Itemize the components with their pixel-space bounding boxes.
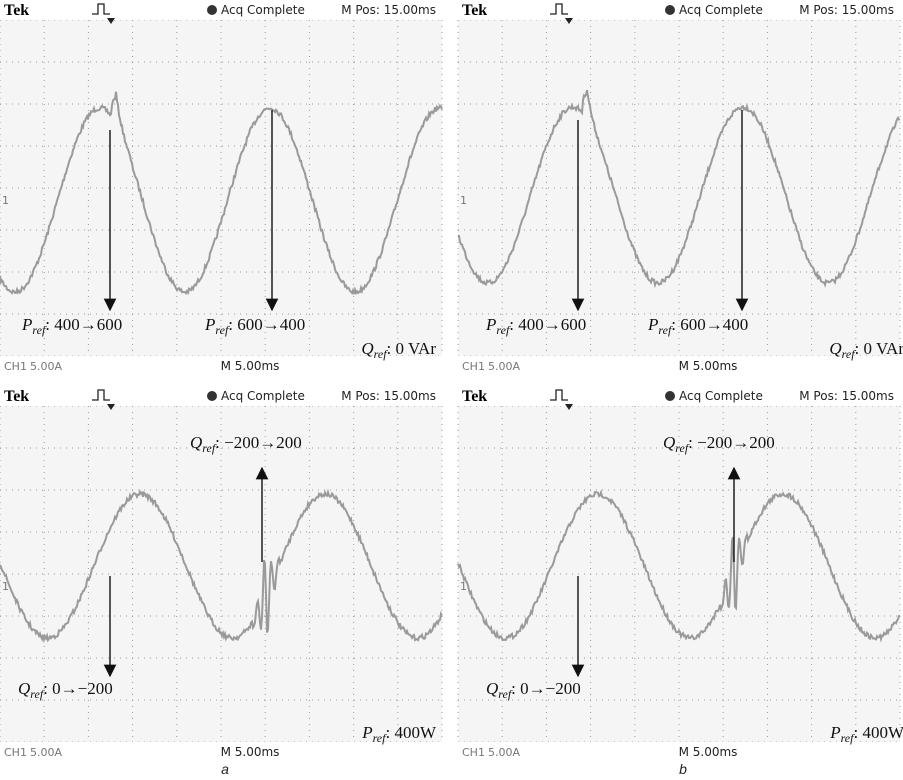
symbol: Q [663,433,675,452]
scale: 5.00A [488,360,520,373]
annotation-text: : 400W [853,723,903,742]
annotation-text: : 400→600 [45,315,122,334]
annotation-text: : −200→200 [215,433,302,452]
symbol: P [204,315,215,334]
symbol: Q [486,679,498,698]
annotation-text: : 0→−200 [511,679,581,698]
channel-marker: 1 [460,194,467,207]
channel-marker: 1 [460,580,467,593]
brand: Tek [4,388,29,405]
channel: CH1 [4,746,27,759]
channel-marker: 1 [2,580,9,593]
status-dot [665,5,675,15]
symbol: P [361,723,372,742]
figure: a b TekAcq CompleteM Pos: 15.00ms1CH15.0… [0,0,903,780]
timebase: M 5.00ms [221,359,280,373]
symbol: P [829,723,840,742]
scale: 5.00A [30,360,62,373]
position: M Pos: 15.00ms [799,3,894,17]
status: Acq Complete [221,389,305,403]
channel: CH1 [462,746,485,759]
status: Acq Complete [679,389,763,403]
channel: CH1 [462,360,485,373]
symbol: Q [361,339,373,358]
annotation-text: : −200→200 [688,433,775,452]
timebase: M 5.00ms [221,745,280,759]
annotation: Pref: 400W [361,723,437,745]
status-dot [207,5,217,15]
timebase: M 5.00ms [679,359,738,373]
annotation-text: : 400→600 [509,315,586,334]
status-dot [665,391,675,401]
symbol: P [647,315,658,334]
channel: CH1 [4,360,27,373]
status: Acq Complete [221,3,305,17]
scale: 5.00A [488,746,520,759]
status-dot [207,391,217,401]
caption: a [221,761,229,777]
symbol: Q [18,679,30,698]
annotation-text: : 600→400 [228,315,305,334]
position: M Pos: 15.00ms [799,389,894,403]
channel-marker: 1 [2,194,9,207]
symbol: Q [190,433,202,452]
annotation: Pref: 400W [829,723,903,745]
annotation-text: : 0→−200 [43,679,113,698]
annotation-text: : 0 VAr [387,339,437,358]
brand: Tek [462,2,487,19]
brand: Tek [4,2,29,19]
symbol: P [21,315,32,334]
symbol: P [485,315,496,334]
brand: Tek [462,388,487,405]
symbol: Q [829,339,841,358]
status: Acq Complete [679,3,763,17]
annotation: Qref: 0 VAr [829,339,903,361]
scale: 5.00A [30,746,62,759]
timebase: M 5.00ms [679,745,738,759]
position: M Pos: 15.00ms [341,389,436,403]
annotation-text: : 600→400 [671,315,748,334]
annotation-text: : 400W [385,723,436,742]
annotation-text: : 0 VAr [855,339,903,358]
annotation: Qref: 0 VAr [361,339,436,361]
caption: b [679,761,687,777]
position: M Pos: 15.00ms [341,3,436,17]
